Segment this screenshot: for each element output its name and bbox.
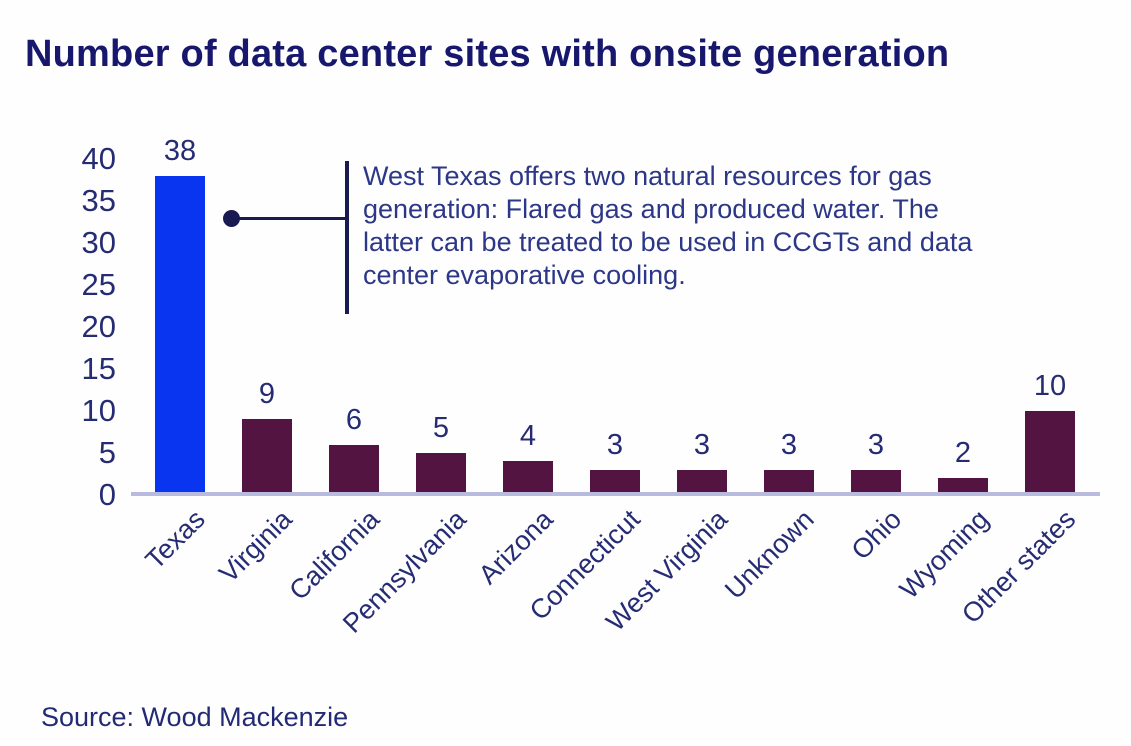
x-axis-label-ohio: Ohio: [845, 504, 908, 566]
y-tick-label: 25: [81, 267, 116, 302]
y-tick-label: 0: [98, 477, 116, 512]
bar-value-label: 3: [693, 429, 711, 461]
y-tick-label: 5: [98, 435, 116, 470]
bar-other-states: [1025, 411, 1075, 495]
annotation-line: latter can be treated to be used in CCGT…: [363, 227, 973, 257]
callout-vertical-bar: [345, 161, 349, 314]
x-axis-label-arizona: Arizona: [473, 504, 560, 590]
bar-value-label: 6: [345, 404, 363, 436]
y-tick-label: 30: [81, 225, 116, 260]
x-axis-line: [131, 492, 1100, 496]
bar-pennsylvania: [416, 453, 466, 495]
bar-value-label: 9: [258, 378, 276, 410]
chart-title: Number of data center sites with onsite …: [25, 33, 950, 75]
bar-ohio: [851, 470, 901, 495]
callout-connector-line: [232, 217, 347, 220]
annotation-line: generation: Flared gas and produced wate…: [363, 194, 939, 224]
bar-value-label: 2: [954, 437, 972, 469]
y-tick-label: 40: [81, 141, 116, 176]
bar-value-label: 3: [867, 429, 885, 461]
bar-unknown: [764, 470, 814, 495]
bar-value-label: 5: [432, 412, 450, 444]
y-tick-label: 20: [81, 309, 116, 344]
callout-dot: [223, 210, 240, 227]
annotation-line: center evaporative cooling.: [363, 260, 686, 290]
bar-value-label: 38: [163, 135, 197, 167]
x-axis-label-virginia: Virginia: [213, 504, 299, 589]
bar-value-label: 3: [606, 429, 624, 461]
bar-value-label: 4: [519, 420, 537, 452]
annotation-line: West Texas offers two natural resources …: [363, 161, 932, 191]
x-axis-label-texas: Texas: [140, 504, 212, 576]
bar-value-label: 3: [780, 429, 798, 461]
bar-california: [329, 445, 379, 495]
bar-texas: [155, 176, 205, 495]
bar-wyoming: [938, 478, 988, 495]
bar-virginia: [242, 419, 292, 495]
y-tick-label: 15: [81, 351, 116, 386]
bar-connecticut: [590, 470, 640, 495]
y-tick-label: 35: [81, 183, 116, 218]
x-axis-label-unknown: Unknown: [719, 504, 821, 605]
y-tick-label: 10: [81, 393, 116, 428]
annotation-text: West Texas offers two natural resources …: [363, 160, 1103, 292]
bar-value-label: 10: [1033, 370, 1067, 402]
bar-arizona: [503, 461, 553, 495]
bar-west-virginia: [677, 470, 727, 495]
source-caption: Source: Wood Mackenzie: [41, 702, 349, 732]
